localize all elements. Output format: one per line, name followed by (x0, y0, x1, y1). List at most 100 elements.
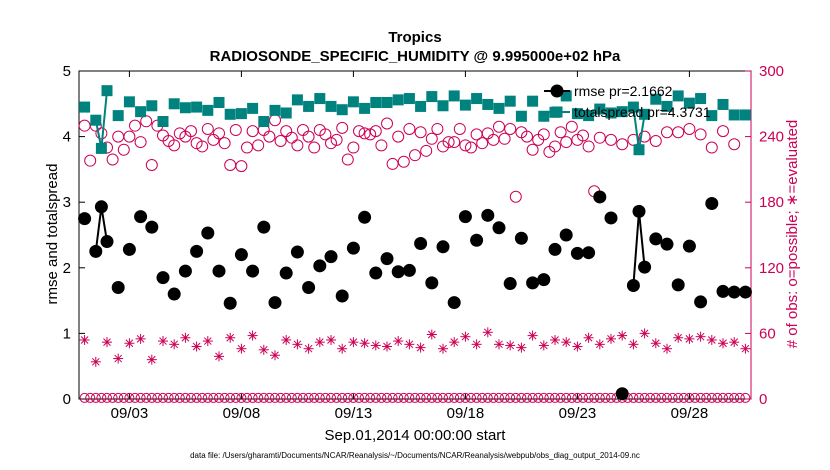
rmse-point (290, 245, 304, 259)
obs-zero-marker (169, 392, 180, 403)
rmse-point (738, 285, 752, 299)
asterisk-stroke (439, 344, 447, 353)
obs-possible-point (78, 119, 91, 132)
totalspread-point (639, 108, 651, 120)
obs-zero-marker (141, 392, 152, 403)
rmse-point (212, 264, 226, 278)
obs-possible-point (235, 160, 248, 173)
obs-possible-point (403, 122, 416, 135)
plot-frame (78, 70, 752, 400)
totalspread-point (247, 102, 259, 114)
asterisk-stroke (427, 330, 436, 339)
obs-possible-point (605, 133, 617, 146)
obs-possible-point (185, 125, 197, 138)
obs-possible-point (325, 137, 337, 150)
obs-zero-marker (718, 392, 728, 403)
obs-evaluated-point (359, 338, 370, 349)
rmse-point (582, 246, 596, 260)
rmse-point (190, 244, 204, 258)
totalspread-point (683, 97, 695, 109)
obs-zero-marker (382, 392, 392, 403)
y-left-tick-label: 4 (63, 129, 71, 146)
obs-possible-point (504, 122, 517, 135)
obs-zero-marker (667, 392, 678, 403)
rmse-point (593, 190, 607, 204)
obs-evaluated-point (281, 334, 292, 345)
obs-possible-point (341, 153, 354, 166)
obs-evaluated-point (572, 341, 583, 352)
rmse-point (257, 220, 271, 234)
rmse-point (335, 289, 349, 303)
totalspread-point (403, 93, 415, 105)
totalspread-point (605, 107, 617, 119)
obs-possible-point (560, 136, 573, 149)
obs-possible-point (123, 130, 136, 143)
obs-possible-point (84, 154, 97, 167)
obs-possible-point (672, 126, 685, 139)
obs-evaluated-point (482, 327, 493, 338)
y-right-tick-label: 120 (759, 260, 784, 277)
obs-possible-point (498, 132, 511, 145)
obs-zero-marker (236, 392, 247, 403)
obs-possible-point (201, 122, 214, 135)
obs-evaluated-point (516, 342, 527, 353)
obs-zero-marker (426, 392, 437, 403)
obs-possible-point (224, 159, 237, 172)
obs-possible-point (117, 143, 130, 156)
obs-possible-point (241, 141, 253, 154)
asterisk-stroke (91, 357, 100, 366)
totalspread-point (191, 101, 203, 113)
obs-possible-point (145, 159, 158, 172)
obs-zero-marker (202, 392, 213, 403)
rmse-point (156, 271, 170, 285)
asterisk-stroke (719, 339, 727, 348)
obs-zero-marker (550, 392, 560, 403)
asterisk-stroke (573, 342, 582, 351)
y-left-tick-label: 5 (63, 63, 71, 80)
totalspread-point (179, 102, 191, 114)
rmse-point (626, 279, 640, 293)
obs-evaluated-point (449, 337, 460, 348)
obs-evaluated-point (79, 334, 90, 345)
obs-evaluated-point (471, 339, 482, 350)
rmse-point (246, 264, 260, 278)
totalspread-point (538, 110, 550, 122)
asterisk-stroke (327, 336, 335, 344)
obs-zero-marker (275, 392, 286, 403)
y-right-tick-label: 240 (759, 129, 784, 146)
totalspread-point (314, 93, 326, 105)
asterisk-stroke (304, 344, 313, 353)
rmse-point (615, 387, 629, 401)
obs-zero-marker (555, 392, 566, 403)
obs-zero-marker (600, 392, 611, 403)
rmse-point (660, 237, 674, 251)
totalspread-point (504, 95, 516, 107)
obs-possible-point (554, 126, 567, 139)
obs-zero-marker (326, 392, 336, 403)
asterisk-stroke (125, 339, 134, 348)
obs-zero-marker (247, 392, 258, 403)
obs-evaluated-point (326, 334, 336, 345)
obs-zero-marker (85, 392, 96, 403)
rmse-point (458, 210, 472, 224)
obs-zero-marker (314, 392, 325, 403)
totalspread-point (459, 99, 471, 111)
rmse-point (514, 231, 528, 245)
totalspread-point (359, 102, 371, 114)
obs-possible-point (319, 128, 332, 141)
totalspread-point (627, 101, 639, 113)
obs-zero-marker (124, 392, 135, 403)
obs-zero-marker (303, 392, 314, 403)
obs-evaluated-point (303, 343, 314, 354)
obs-possible-point (106, 153, 119, 166)
rmse-point (346, 241, 360, 255)
asterisk-stroke (170, 340, 179, 349)
asterisk-stroke (271, 351, 279, 360)
obs-evaluated-point (236, 343, 247, 354)
obs-zero-marker (79, 392, 90, 403)
obs-zero-marker (662, 392, 672, 403)
asterisk-stroke (461, 332, 470, 341)
obs-zero-marker (706, 392, 717, 403)
totalspread-point (112, 110, 124, 122)
obs-zero-marker (499, 392, 510, 403)
